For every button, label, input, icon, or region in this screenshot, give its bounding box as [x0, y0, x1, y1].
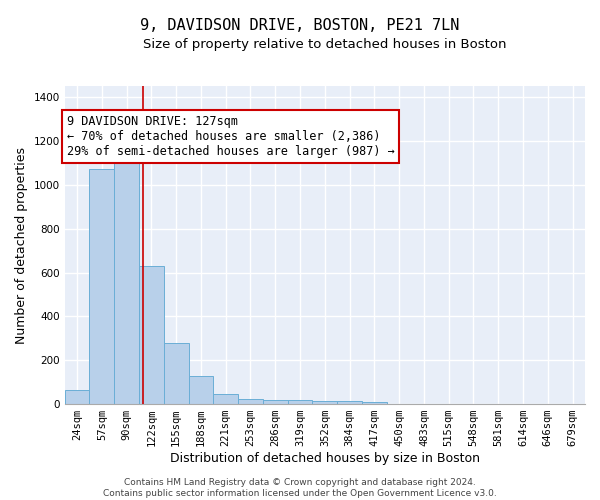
Bar	[139, 266, 164, 404]
Bar	[114, 132, 139, 404]
Bar	[263, 400, 287, 404]
Text: 9 DAVIDSON DRIVE: 127sqm
← 70% of detached houses are smaller (2,386)
29% of sem: 9 DAVIDSON DRIVE: 127sqm ← 70% of detach…	[67, 115, 394, 158]
Bar	[287, 400, 313, 404]
Bar	[313, 401, 337, 404]
Bar	[214, 394, 238, 404]
Bar	[89, 168, 114, 404]
Bar	[337, 401, 362, 404]
Text: 9, DAVIDSON DRIVE, BOSTON, PE21 7LN: 9, DAVIDSON DRIVE, BOSTON, PE21 7LN	[140, 18, 460, 32]
Bar	[164, 342, 188, 404]
Title: Size of property relative to detached houses in Boston: Size of property relative to detached ho…	[143, 38, 506, 51]
Bar	[65, 390, 89, 404]
X-axis label: Distribution of detached houses by size in Boston: Distribution of detached houses by size …	[170, 452, 480, 465]
Bar	[188, 376, 214, 404]
Bar	[238, 398, 263, 404]
Text: Contains HM Land Registry data © Crown copyright and database right 2024.
Contai: Contains HM Land Registry data © Crown c…	[103, 478, 497, 498]
Y-axis label: Number of detached properties: Number of detached properties	[15, 146, 28, 344]
Bar	[362, 402, 387, 404]
